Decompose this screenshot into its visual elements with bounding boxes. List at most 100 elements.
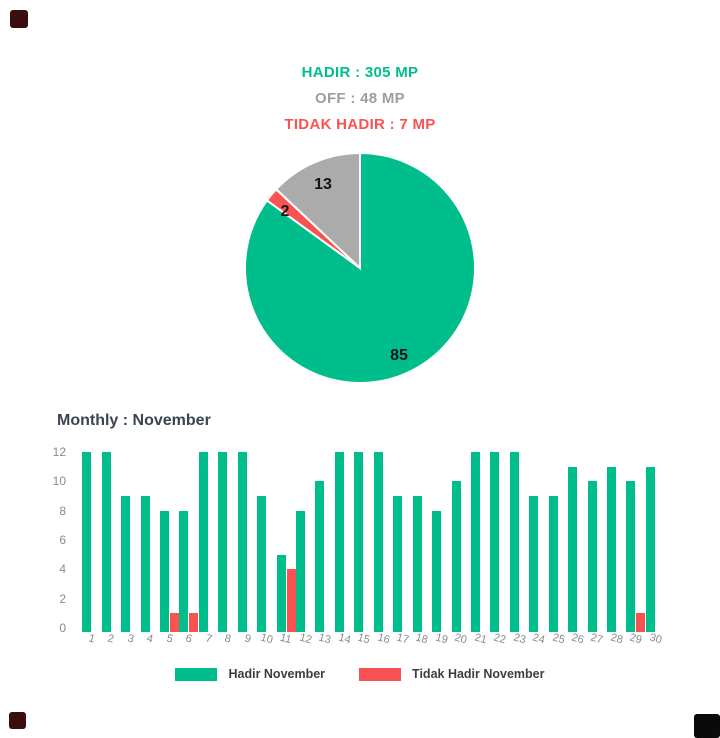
x-tick-label-15: 15 <box>356 631 372 647</box>
y-tick-label-0: 0 <box>59 621 66 635</box>
x-tick-label-13: 13 <box>317 631 333 647</box>
bar-hadir-day-24[interactable] <box>529 496 539 632</box>
bar-group-day-7 <box>198 452 218 632</box>
y-axis: 0 2 4 6 8 10 12 <box>38 445 74 635</box>
bar-group-day-23 <box>509 452 529 632</box>
x-tick-label-22: 22 <box>492 631 508 647</box>
y-tick-label-8: 8 <box>59 503 66 518</box>
bar-hadir-day-30[interactable] <box>645 466 655 632</box>
bar-group-day-2 <box>101 452 120 632</box>
bar-hadir-day-28[interactable] <box>607 466 617 632</box>
x-tick-label-4: 4 <box>145 632 155 646</box>
bar-hadir-day-23[interactable] <box>509 452 519 632</box>
bar-tidak-hadir-day-11[interactable] <box>286 569 296 632</box>
x-tick-label-3: 3 <box>126 632 136 646</box>
bar-hadir-day-20[interactable] <box>451 481 461 632</box>
bar-hadir-day-14[interactable] <box>334 452 344 632</box>
x-tick-label-19: 19 <box>434 631 450 647</box>
bar-group-day-10 <box>257 452 276 632</box>
bar-group-day-15 <box>354 452 373 632</box>
bar-hadir-day-12[interactable] <box>296 510 306 632</box>
bar-hadir-day-18[interactable] <box>412 496 422 632</box>
x-tick-label-30: 30 <box>647 631 663 647</box>
bar-group-day-30 <box>645 452 665 632</box>
bar-tidak-hadir-day-29[interactable] <box>636 613 646 632</box>
attendance-pie-chart: 85 2 13 <box>243 151 477 385</box>
y-tick-label-12: 12 <box>52 445 66 459</box>
bar-hadir-day-6[interactable] <box>179 510 189 632</box>
bar-group-day-18 <box>412 452 431 632</box>
summary-off: OFF : 48 MP <box>315 90 405 107</box>
x-tick-label-12: 12 <box>298 631 314 647</box>
bar-hadir-day-7[interactable] <box>198 452 208 632</box>
bar-group-day-14 <box>334 452 354 632</box>
x-tick-label-14: 14 <box>336 631 352 647</box>
bar-hadir-day-17[interactable] <box>393 496 403 632</box>
legend-item-hadir[interactable]: Hadir November <box>175 667 325 681</box>
x-tick-label-6: 6 <box>184 632 194 646</box>
y-tick-label-4: 4 <box>59 562 66 577</box>
x-tick-label-9: 9 <box>242 632 252 646</box>
bar-group-day-25 <box>548 452 568 632</box>
x-tick-label-11: 11 <box>279 631 294 647</box>
bar-group-day-24 <box>529 452 548 632</box>
bar-hadir-day-21[interactable] <box>470 452 480 632</box>
bar-hadir-day-11[interactable] <box>276 554 286 632</box>
bar-hadir-day-2[interactable] <box>101 452 111 632</box>
bar-hadir-day-15[interactable] <box>354 452 364 632</box>
bar-hadir-day-9[interactable] <box>237 452 247 632</box>
summary-tidak-hadir: TIDAK HADIR : 7 MP <box>284 116 436 133</box>
bar-group-day-9 <box>237 452 257 632</box>
x-tick-label-23: 23 <box>511 631 527 647</box>
bar-group-day-11 <box>276 452 296 632</box>
legend-item-tidak-hadir[interactable]: Tidak Hadir November <box>359 667 545 681</box>
bar-group-day-13 <box>315 452 334 632</box>
x-tick-label-10: 10 <box>259 631 275 647</box>
bar-hadir-day-16[interactable] <box>373 452 383 632</box>
bar-group-day-22 <box>490 452 509 632</box>
bar-hadir-day-19[interactable] <box>432 510 442 632</box>
x-tick-label-16: 16 <box>375 631 391 647</box>
x-tick-label-2: 2 <box>106 632 116 646</box>
pie-label-off: 13 <box>314 176 332 193</box>
monthly-bar-chart <box>82 452 665 632</box>
bar-group-day-4 <box>140 452 159 632</box>
legend-label-hadir: Hadir November <box>228 667 326 681</box>
legend-swatch-hadir <box>175 667 218 681</box>
bar-group-day-1 <box>82 452 101 632</box>
bar-group-day-6 <box>179 452 199 632</box>
bar-hadir-day-10[interactable] <box>257 496 267 632</box>
bar-tidak-hadir-day-5[interactable] <box>169 613 179 632</box>
pie-slice-hadir[interactable] <box>243 151 476 384</box>
y-tick-label-10: 10 <box>52 474 66 489</box>
x-tick-label-29: 29 <box>628 631 644 647</box>
y-tick-label-6: 6 <box>59 533 66 547</box>
bar-hadir-day-1[interactable] <box>82 452 92 632</box>
pie-slice-off[interactable] <box>274 151 361 271</box>
bar-hadir-day-5[interactable] <box>159 510 169 632</box>
bar-group-day-8 <box>218 452 237 632</box>
bar-group-day-19 <box>432 452 451 632</box>
bar-group-day-28 <box>607 452 626 632</box>
x-tick-label-25: 25 <box>550 631 566 647</box>
summary-hadir: HADIR : 305 MP <box>301 64 419 81</box>
bar-hadir-day-4[interactable] <box>140 496 150 632</box>
bar-hadir-day-22[interactable] <box>490 452 500 632</box>
x-tick-label-7: 7 <box>203 632 213 646</box>
x-tick-label-20: 20 <box>453 631 469 647</box>
x-tick-label-26: 26 <box>570 631 586 647</box>
chart-legend: Hadir November Tidak Hadir November <box>0 667 720 681</box>
bar-group-day-5 <box>159 452 179 632</box>
bar-group-day-12 <box>296 452 315 632</box>
bar-tidak-hadir-day-6[interactable] <box>189 613 199 632</box>
bar-hadir-day-29[interactable] <box>626 481 636 632</box>
bar-hadir-day-3[interactable] <box>121 496 131 632</box>
bar-hadir-day-13[interactable] <box>315 481 325 632</box>
x-tick-label-1: 1 <box>87 632 97 646</box>
bar-hadir-day-27[interactable] <box>587 481 597 632</box>
pie-svg <box>243 151 476 384</box>
bar-group-day-29 <box>626 452 646 632</box>
bar-hadir-day-25[interactable] <box>548 496 558 632</box>
bar-hadir-day-26[interactable] <box>568 466 578 632</box>
bar-hadir-day-8[interactable] <box>218 452 228 632</box>
